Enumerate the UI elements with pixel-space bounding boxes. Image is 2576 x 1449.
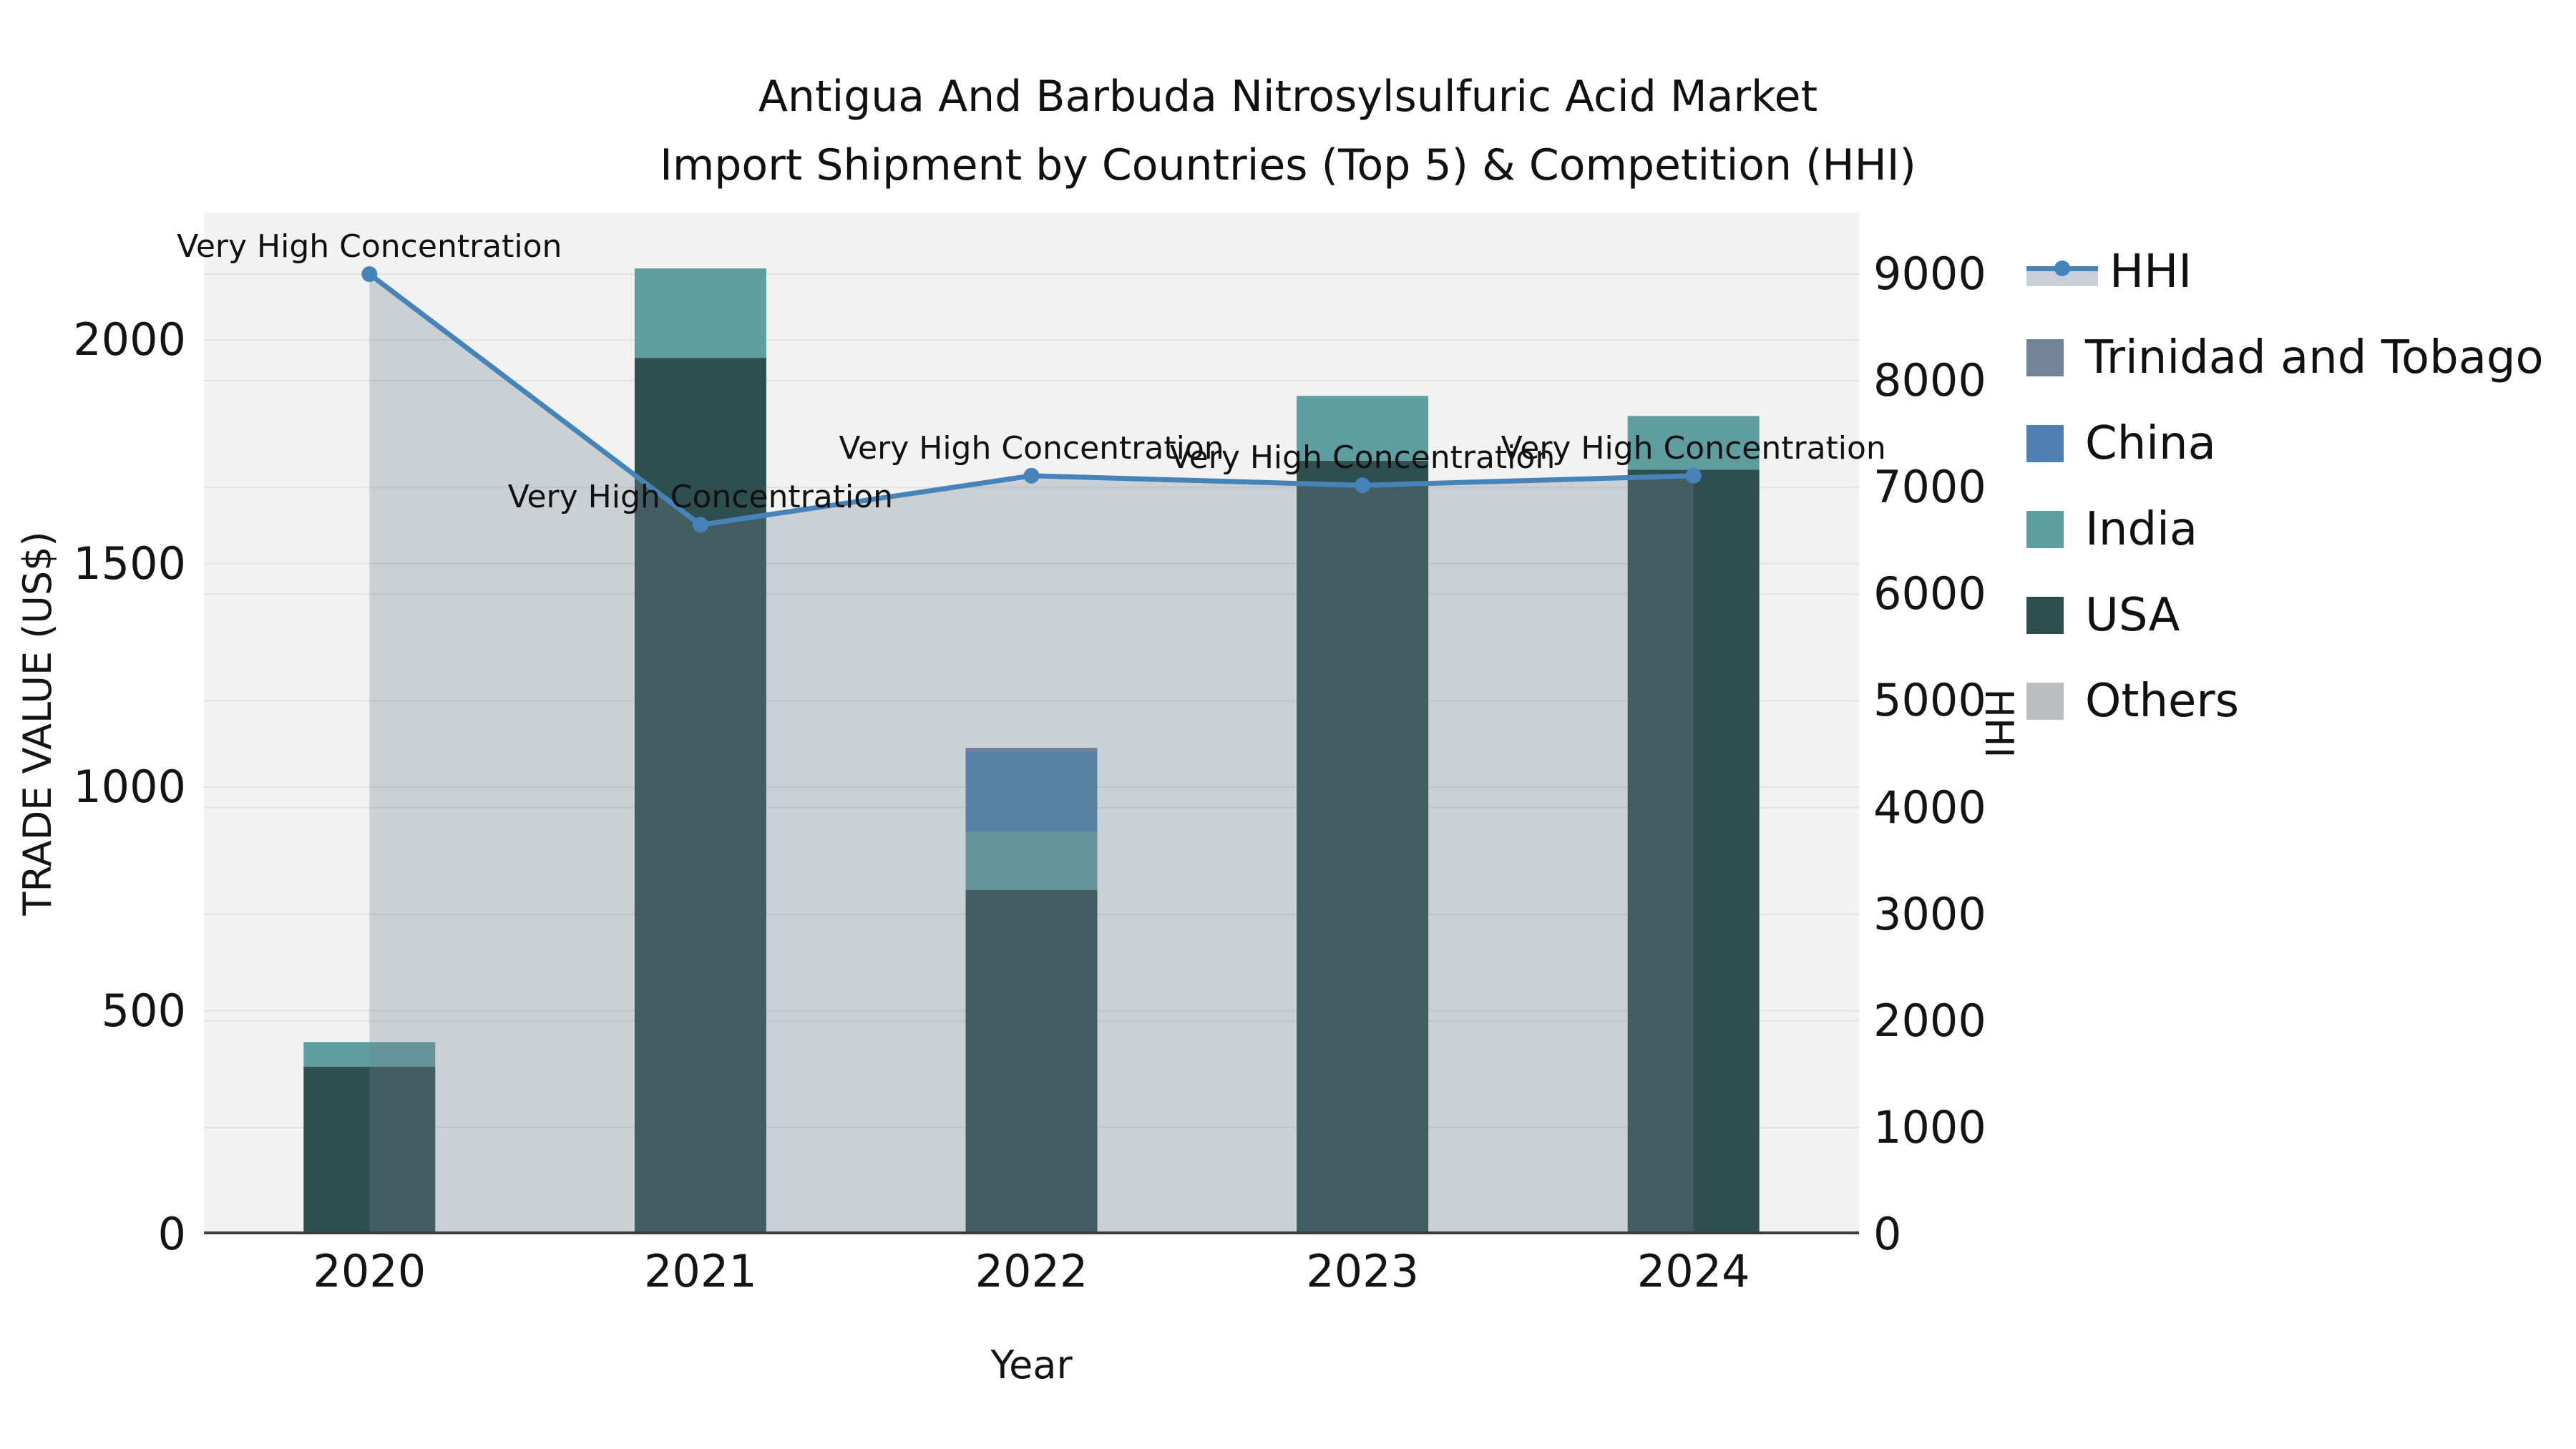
annotation-2021: Very High Concentration — [507, 479, 894, 516]
hhi-marker-2021 — [692, 517, 708, 533]
legend-hhi-line-sample — [2026, 253, 2098, 291]
legend: HHI Trinidad and Tobago China India USA Other… — [2026, 229, 2544, 744]
x-axis-label: Year — [990, 1342, 1073, 1387]
chart-title-line2: Import Shipment by Countries (Top 5) & C… — [660, 140, 1916, 190]
chart-canvas — [204, 266, 1859, 1234]
annotation-2020: Very High Concentration — [177, 228, 562, 265]
x-tick-2022: 2022 — [975, 1245, 1088, 1297]
legend-item-others: Others — [2026, 658, 2544, 744]
legend-item-trinidad-and-tobago: Trinidad and Tobago — [2026, 315, 2544, 401]
legend-label: Others — [2085, 675, 2240, 728]
bar-segment-india-2021 — [634, 268, 766, 358]
bar-segment-usa-2023 — [1297, 460, 1429, 1234]
legend-label: China — [2085, 417, 2216, 470]
legend-swatch-usa — [2026, 597, 2064, 634]
y-left-tick-1500: 1500 — [73, 537, 186, 590]
y-right-tick-2000: 2000 — [1873, 994, 1986, 1047]
y-right-tick-8000: 8000 — [1873, 354, 1986, 407]
legend-swatch-trinidad-and-tobago — [2026, 339, 2064, 376]
bar-segment-usa-2022 — [965, 889, 1098, 1234]
plot-area — [204, 213, 1859, 1234]
hhi-area-fill — [369, 274, 1694, 1234]
legend-item-usa: USA — [2026, 572, 2544, 658]
bar-segment-usa-2020 — [303, 1066, 436, 1234]
y-right-tick-3000: 3000 — [1873, 887, 1986, 940]
y-right-tick-5000: 5000 — [1873, 674, 1986, 727]
legend-swatch-china — [2026, 425, 2064, 462]
hhi-marker-2024 — [1685, 467, 1702, 484]
bar-segment-india-2020 — [303, 1042, 436, 1067]
y-left-tick-2000: 2000 — [73, 313, 186, 366]
hhi-marker-2020 — [361, 266, 378, 283]
legend-label: USA — [2085, 589, 2180, 642]
y-right-tick-0: 0 — [1873, 1208, 1902, 1260]
legend-item-hhi: HHI — [2026, 229, 2544, 315]
legend-label: HHI — [2109, 245, 2192, 298]
bar-segment-china-2022 — [965, 751, 1098, 832]
bar-segment-india-2023 — [1297, 396, 1429, 461]
bar-segment-usa-2024 — [1627, 469, 1760, 1234]
legend-swatch-others — [2026, 683, 2064, 720]
annotation-2024: Very High Concentration — [1501, 429, 1886, 467]
y-left-tick-0: 0 — [157, 1208, 186, 1260]
hhi-marker-2023 — [1355, 477, 1371, 494]
bar-segment-trinidad-and-tobago-2022 — [965, 748, 1098, 752]
legend-label: India — [2085, 503, 2198, 556]
x-tick-2023: 2023 — [1306, 1245, 1419, 1297]
chart-title-line1: Antigua And Barbuda Nitrosylsulfuric Aci… — [758, 72, 1818, 122]
legend-item-india: India — [2026, 487, 2544, 572]
y-right-tick-1000: 1000 — [1873, 1101, 1986, 1153]
annotation-2022: Very High Concentration — [839, 429, 1224, 467]
y-right-tick-4000: 4000 — [1873, 781, 1986, 834]
annotation-2023: Very High Concentration — [1169, 439, 1556, 477]
legend-label: Trinidad and Tobago — [2085, 331, 2544, 384]
y-right-tick-7000: 7000 — [1873, 461, 1986, 514]
hhi-marker-2022 — [1023, 467, 1040, 484]
y-left-tick-500: 500 — [101, 984, 186, 1037]
y-right-tick-9000: 9000 — [1873, 248, 1986, 301]
y-right-tick-6000: 6000 — [1873, 567, 1986, 620]
x-tick-2020: 2020 — [313, 1245, 426, 1297]
bar-segment-india-2024 — [1627, 416, 1760, 470]
y-left-tick-1000: 1000 — [73, 761, 186, 814]
bar-segment-usa-2021 — [634, 358, 766, 1234]
x-tick-2024: 2024 — [1636, 1245, 1750, 1297]
legend-item-china: China — [2026, 401, 2544, 487]
bar-segment-india-2022 — [965, 831, 1098, 890]
x-tick-2021: 2021 — [643, 1245, 757, 1297]
legend-swatch-india — [2026, 511, 2064, 548]
